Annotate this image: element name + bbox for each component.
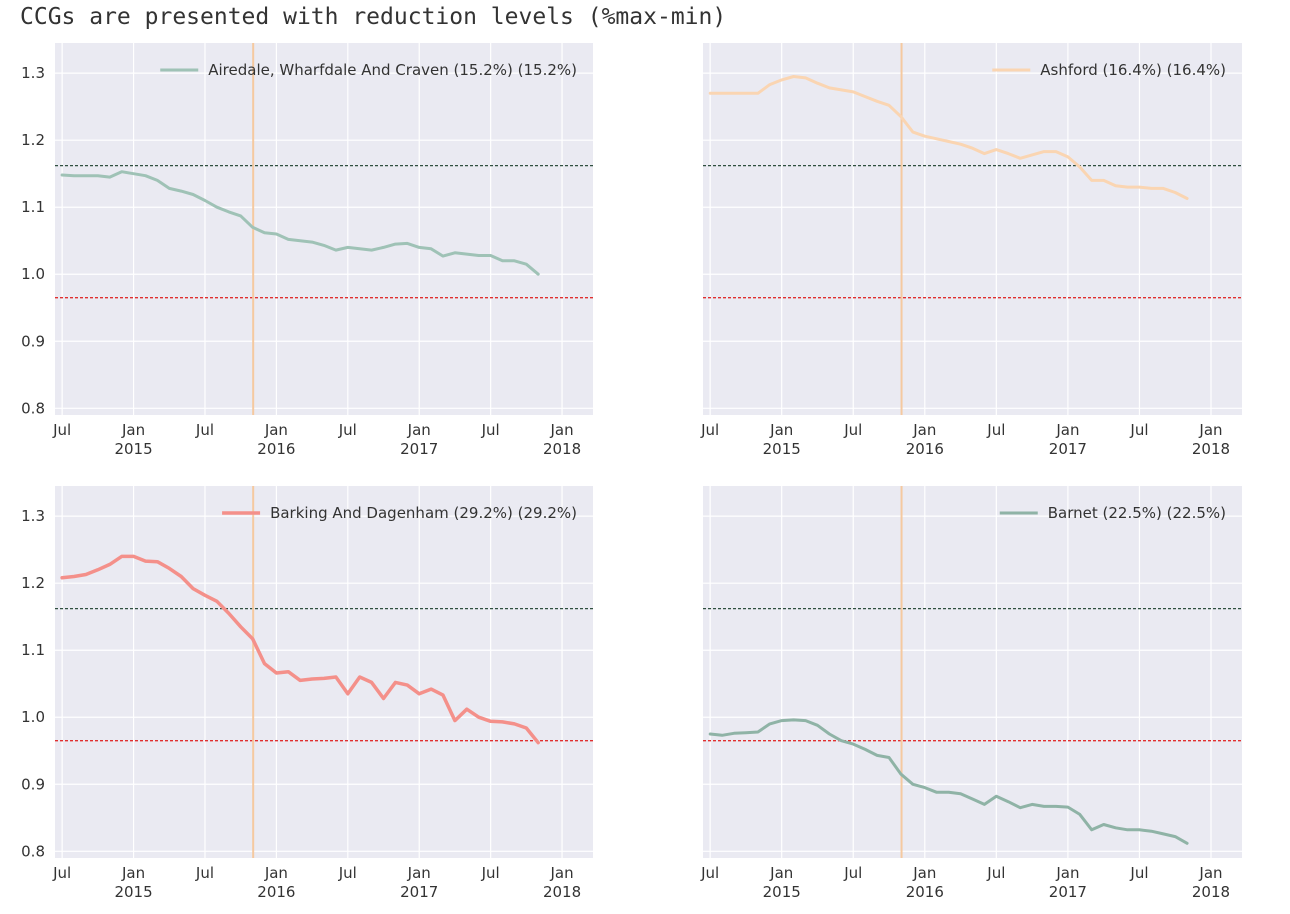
y-tick-label: 1.3 xyxy=(21,507,45,525)
y-tick-label: 1.2 xyxy=(21,574,45,592)
x-tick-label: Jul xyxy=(195,421,214,439)
x-tick-year-label: 2015 xyxy=(763,440,801,458)
y-tick-label: 0.9 xyxy=(21,332,45,350)
y-tick-label: 1.0 xyxy=(21,708,45,726)
x-tick-label: Jul xyxy=(843,864,862,882)
x-tick-year-label: 2018 xyxy=(543,883,581,901)
y-tick-label: 0.8 xyxy=(21,842,45,860)
x-tick-year-label: 2016 xyxy=(906,883,944,901)
x-tick-label: Jul xyxy=(1129,864,1148,882)
series-line xyxy=(60,170,540,276)
x-tick-label: Jan xyxy=(264,421,288,439)
x-tick-label: Jan xyxy=(1055,421,1079,439)
legend-label: Airedale, Wharfdale And Craven (15.2%) (… xyxy=(208,61,577,79)
series-line xyxy=(708,718,1189,845)
x-tick-year-label: 2016 xyxy=(257,440,295,458)
x-tick-year-label: 2018 xyxy=(1192,440,1230,458)
legend-label: Ashford (16.4%) (16.4%) xyxy=(1040,61,1226,79)
x-tick-label: Jan xyxy=(407,421,431,439)
y-tick-label: 1.1 xyxy=(21,641,45,659)
y-tick-label: 1.2 xyxy=(21,131,45,149)
x-tick-label: Jul xyxy=(700,421,719,439)
legend-label: Barking And Dagenham (29.2%) (29.2%) xyxy=(270,504,577,522)
x-tick-label: Jul xyxy=(195,864,214,882)
x-tick-label: Jul xyxy=(52,421,71,439)
x-tick-label: Jan xyxy=(549,864,573,882)
x-tick-label: Jul xyxy=(986,864,1005,882)
x-tick-label: Jan xyxy=(121,421,145,439)
x-tick-label: Jan xyxy=(769,864,793,882)
x-tick-label: Jan xyxy=(912,864,936,882)
x-tick-year-label: 2016 xyxy=(906,440,944,458)
y-tick-label: 0.8 xyxy=(21,399,45,417)
x-tick-label: Jan xyxy=(264,864,288,882)
x-tick-label: Jan xyxy=(407,864,431,882)
plot-area xyxy=(55,43,593,415)
x-tick-label: Jul xyxy=(986,421,1005,439)
x-tick-year-label: 2015 xyxy=(114,883,152,901)
x-tick-label: Jul xyxy=(338,421,357,439)
x-tick-label: Jan xyxy=(121,864,145,882)
plot-area xyxy=(703,43,1242,415)
legend-label: Barnet (22.5%) (22.5%) xyxy=(1048,504,1226,522)
x-tick-label: Jan xyxy=(1055,864,1079,882)
x-tick-label: Jul xyxy=(700,864,719,882)
x-tick-label: Jan xyxy=(549,421,573,439)
plot-area xyxy=(703,486,1242,858)
x-tick-year-label: 2015 xyxy=(763,883,801,901)
figure-heading: CCGs are presented with reduction levels… xyxy=(20,4,727,30)
x-tick-label: Jan xyxy=(769,421,793,439)
x-tick-year-label: 2017 xyxy=(400,883,438,901)
x-tick-label: Jan xyxy=(1198,864,1222,882)
x-tick-year-label: 2015 xyxy=(114,440,152,458)
y-tick-label: 0.9 xyxy=(21,775,45,793)
x-tick-year-label: 2017 xyxy=(1049,440,1087,458)
x-tick-label: Jul xyxy=(338,864,357,882)
x-tick-label: Jan xyxy=(1198,421,1222,439)
x-tick-label: Jul xyxy=(52,864,71,882)
x-tick-year-label: 2017 xyxy=(400,440,438,458)
series-line xyxy=(60,554,540,745)
y-tick-label: 1.0 xyxy=(21,265,45,283)
x-tick-label: Jul xyxy=(481,421,500,439)
y-tick-label: 1.1 xyxy=(21,198,45,216)
x-tick-label: Jan xyxy=(912,421,936,439)
x-tick-year-label: 2018 xyxy=(543,440,581,458)
x-tick-year-label: 2018 xyxy=(1192,883,1230,901)
x-tick-label: Jul xyxy=(481,864,500,882)
x-tick-year-label: 2016 xyxy=(257,883,295,901)
y-tick-label: 1.3 xyxy=(21,64,45,82)
x-tick-label: Jul xyxy=(843,421,862,439)
x-tick-label: Jul xyxy=(1129,421,1148,439)
plot-area xyxy=(55,486,593,858)
series-line xyxy=(708,75,1189,200)
x-tick-year-label: 2017 xyxy=(1049,883,1087,901)
